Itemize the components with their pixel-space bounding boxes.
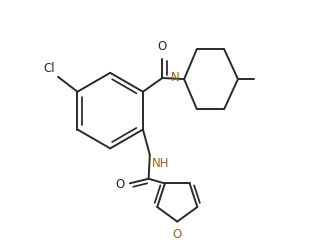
Text: O: O <box>115 178 125 191</box>
Text: O: O <box>158 40 167 53</box>
Text: O: O <box>173 228 182 241</box>
Text: Cl: Cl <box>43 62 55 75</box>
Text: NH: NH <box>152 157 170 170</box>
Text: N: N <box>171 71 180 84</box>
